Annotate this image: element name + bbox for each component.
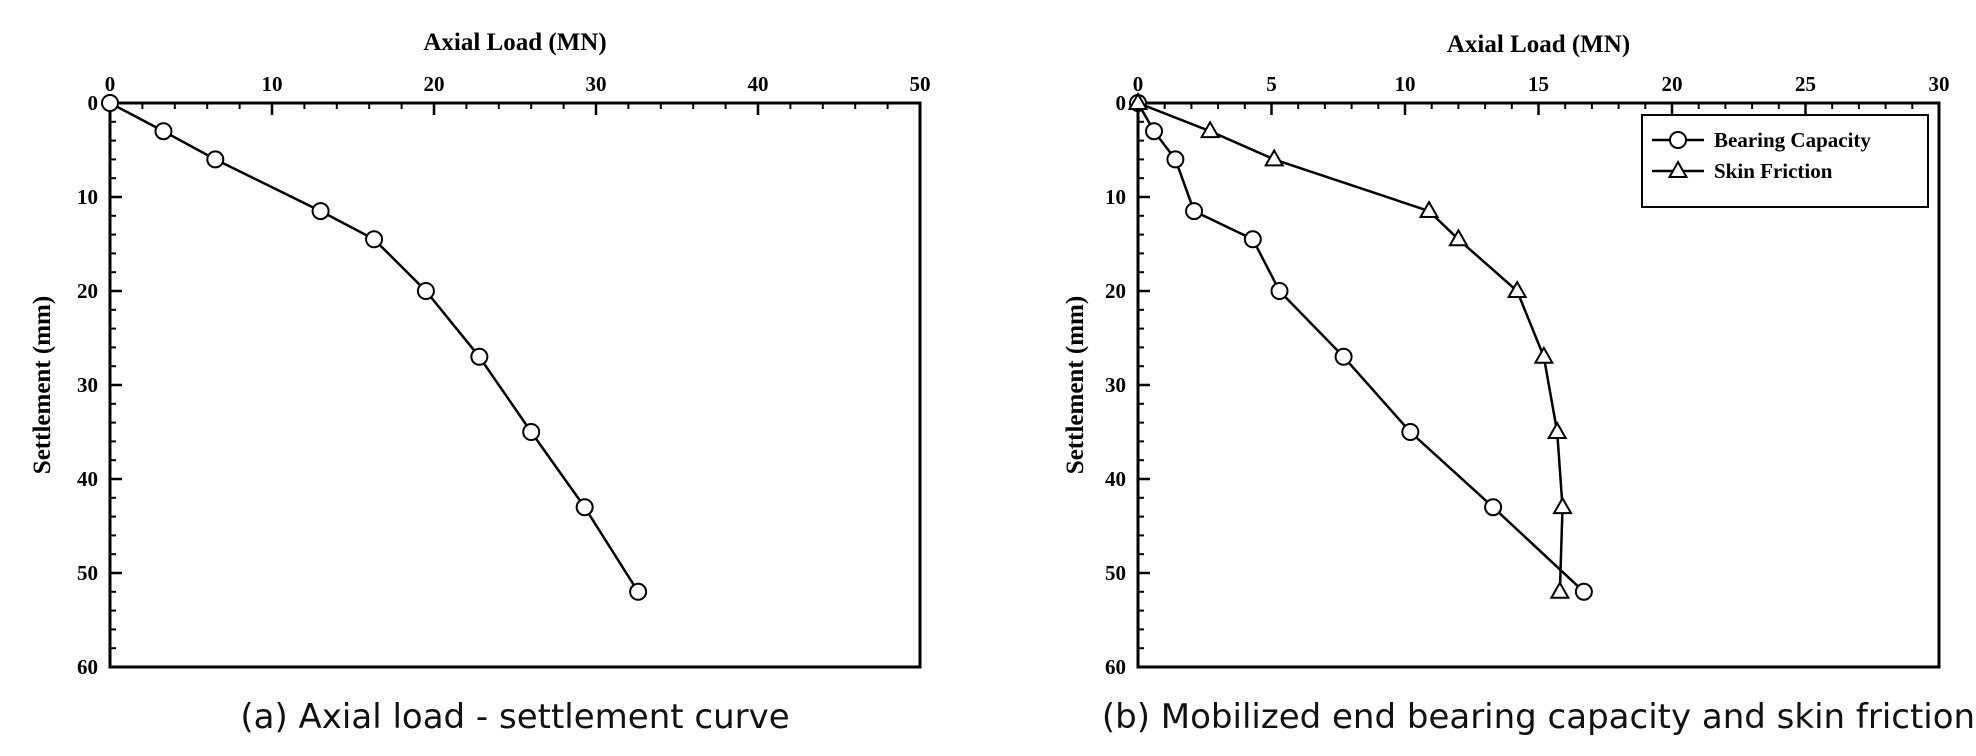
chart-a-caption: (a) Axial load - settlement curve xyxy=(240,697,789,737)
y-tick-label: 10 xyxy=(77,185,98,209)
y-tick-label: 10 xyxy=(1105,185,1126,209)
chart-a-y-axis-title: Settlement (mm) xyxy=(29,296,56,474)
x-tick-label: 50 xyxy=(910,72,931,96)
y-tick-label: 20 xyxy=(77,279,98,303)
x-tick-label: 5 xyxy=(1266,72,1277,96)
y-tick-label: 0 xyxy=(88,91,99,115)
data-point-circle xyxy=(416,282,435,300)
data-point-circle xyxy=(1484,498,1503,517)
chart-b-mobilized-capacity-friction: 0 5 10 15 20 25 30 0 10 20 30 40 50 60 Axial Load (MN… xyxy=(1062,31,1975,737)
data-point-triangle xyxy=(1448,228,1469,247)
x-tick-label: 25 xyxy=(1795,72,1816,96)
data-point-circle xyxy=(522,423,541,441)
series-line-1 xyxy=(1137,101,1564,592)
data-point-circle xyxy=(1145,122,1164,141)
legend-marker xyxy=(1669,131,1687,149)
legend-box xyxy=(1641,114,1929,208)
data-point-triangle xyxy=(1127,92,1149,110)
x-tick-label: 30 xyxy=(1929,72,1950,96)
y-tick-label: 0 xyxy=(1116,91,1127,115)
data-point-circle xyxy=(1574,582,1593,601)
x-tick-label: 15 xyxy=(1528,72,1549,96)
data-point-triangle xyxy=(1552,496,1573,515)
y-tick-label: 50 xyxy=(77,561,98,585)
data-point-circle xyxy=(365,230,384,249)
y-tick-label: 40 xyxy=(77,467,98,491)
chart-a-x-axis-title: Axial Load (MN) xyxy=(423,29,606,56)
data-point-circle xyxy=(1166,150,1185,169)
y-tick-label: 20 xyxy=(1105,279,1126,303)
y-tick-label: 40 xyxy=(1105,467,1126,491)
y-tick-label: 60 xyxy=(77,655,98,679)
data-point-circle xyxy=(1185,202,1204,221)
series-line-0 xyxy=(1136,102,1585,593)
data-point-triangle xyxy=(1199,120,1221,139)
chart-b-x-axis-title: Axial Load (MN) xyxy=(1447,31,1630,58)
legend-label: Bearing Capacity xyxy=(1714,128,1871,152)
data-point-triangle xyxy=(1506,280,1528,298)
data-point-circle xyxy=(1270,282,1289,300)
chart-b-legend: Bearing Capacity Skin Friction xyxy=(1641,114,1929,208)
legend-items: Bearing Capacity Skin Friction xyxy=(1652,128,1871,183)
chart-b-caption: (b) Mobilized end bearing capacity and s… xyxy=(1102,697,1975,737)
data-point-circle xyxy=(311,202,330,221)
chart-a-axial-load-settlement: 0 10 20 30 40 50 0 10 20 30 40 50 60 Axial Load (MN)… xyxy=(29,29,931,737)
x-tick-label: 10 xyxy=(1395,72,1416,96)
data-point-circle xyxy=(575,498,594,517)
x-tick-label: 20 xyxy=(1662,72,1683,96)
x-tick-label: 20 xyxy=(424,72,445,96)
data-point-circle xyxy=(470,347,489,366)
data-point-circle xyxy=(1334,347,1353,366)
data-point-circle xyxy=(1401,423,1420,441)
y-tick-label: 60 xyxy=(1105,655,1126,679)
data-point-circle xyxy=(101,94,119,112)
y-tick-label: 30 xyxy=(1105,373,1126,397)
x-tick-label: 0 xyxy=(1133,72,1144,96)
data-point-circle xyxy=(1243,230,1262,249)
x-tick-label: 10 xyxy=(262,72,283,96)
legend-label: Skin Friction xyxy=(1714,159,1833,183)
chart-b-y-axis-title: Settlement (mm) xyxy=(1062,296,1089,474)
y-tick-label: 50 xyxy=(1105,561,1126,585)
data-point-triangle xyxy=(1549,580,1571,599)
data-point-triangle xyxy=(1263,148,1285,167)
chart-a-ticks: 0 10 20 30 40 50 0 10 20 30 40 50 60 xyxy=(77,72,931,679)
y-tick-label: 30 xyxy=(77,373,98,397)
series-line-0 xyxy=(109,101,640,593)
legend-marker xyxy=(1667,160,1689,178)
data-point-circle xyxy=(206,150,225,169)
x-tick-label: 40 xyxy=(748,72,769,96)
x-tick-label: 30 xyxy=(586,72,607,96)
x-tick-label: 0 xyxy=(105,72,116,96)
data-point-triangle xyxy=(1546,421,1568,439)
data-point-triangle xyxy=(1418,200,1440,219)
chart-a-plot-frame xyxy=(108,101,922,669)
chart-b-ticks: 0 5 10 15 20 25 30 0 10 20 30 40 50 60 xyxy=(1105,72,1950,679)
data-point-triangle xyxy=(1533,345,1555,364)
data-point-circle xyxy=(629,582,648,601)
chart-b-series xyxy=(1127,92,1593,601)
data-point-circle xyxy=(154,122,173,141)
chart-a-series xyxy=(101,94,648,601)
